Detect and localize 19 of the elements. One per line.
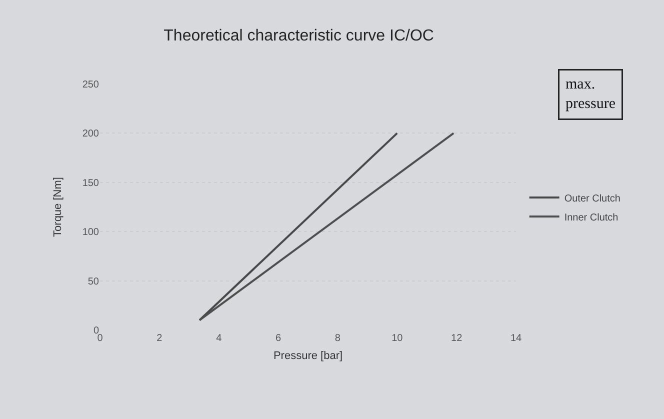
y-tick-label: 0 <box>93 326 100 336</box>
x-tick-label: 12 <box>451 333 463 344</box>
chart-title: Theoretical characteristic curve IC/OC <box>164 28 434 45</box>
x-tick-label: 10 <box>392 333 404 344</box>
text: max. pressure <box>566 76 616 112</box>
x-tick-label: 14 <box>510 333 522 344</box>
y-tick-label: 100 <box>82 227 100 238</box>
y-axis-title: Torque [Nm] <box>52 177 64 237</box>
legend-label: Outer Clutch <box>564 193 620 204</box>
x-axis-title: Pressure [bar] <box>273 350 343 362</box>
y-tick-label: 200 <box>82 128 100 140</box>
x-tick-label: 2 <box>156 333 163 344</box>
y-tick-label: 150 <box>82 178 100 189</box>
y-tick-label: 50 <box>88 276 100 288</box>
x-tick-label: 4 <box>216 333 222 344</box>
x-tick-label: 8 <box>334 333 341 344</box>
x-tick-label: 6 <box>276 333 282 344</box>
y-tick-label: 250 <box>82 80 100 90</box>
legend-label: Inner Clutch <box>564 212 618 224</box>
